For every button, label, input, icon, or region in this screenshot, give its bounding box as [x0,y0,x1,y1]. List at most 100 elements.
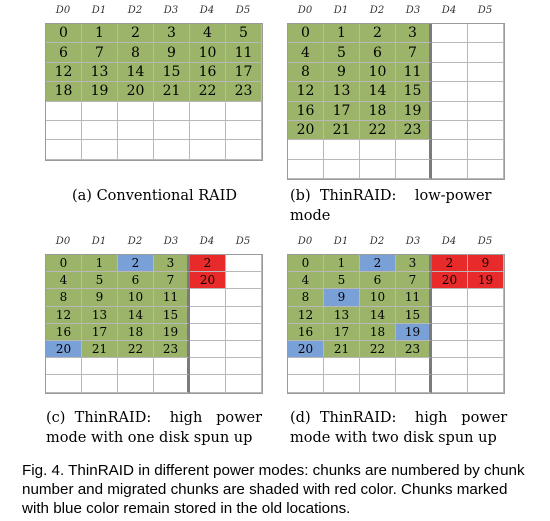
chunk-cell: 2 [118,255,154,273]
chunk-cell [396,140,432,160]
chunk-cell: 19 [82,82,118,102]
chunk-cell: 13 [82,62,118,83]
chunk-cell: 0 [288,255,324,273]
chunk-cell: 22 [360,120,396,141]
chunk-cell [324,375,360,393]
chunk-cell [432,340,468,359]
chunk-cell [190,323,226,341]
chunk-cell: 17 [226,62,262,83]
chunk-cell: 2 [190,255,226,273]
disk-label: D4 [441,236,457,247]
chunk-cell: 4 [190,24,226,44]
chunk-cell [360,159,396,180]
chunk-cell: 10 [190,43,226,63]
chunk-cell [324,358,360,376]
chunk-cell [396,375,432,393]
disk-label: D3 [163,5,179,16]
chunk-cell: 23 [396,340,432,359]
chunk-cell: 19 [396,323,432,341]
chunk-cell: 18 [360,101,396,121]
chunk-cell [468,140,504,160]
chunk-cell: 15 [396,82,432,102]
chunk-cell [432,43,468,63]
chunk-cell: 8 [288,289,324,307]
chunk-cell: 20 [190,272,226,290]
chunk-cell [468,340,504,359]
chunk-cell [118,120,154,141]
chunk-cell: 21 [82,340,118,359]
chunk-cell [432,159,468,180]
chunk-cell: 15 [154,62,190,83]
chunk-cell [154,375,190,393]
chunk-cell: 10 [360,62,396,83]
chunk-cell [288,159,324,180]
chunk-cell: 20 [46,340,82,359]
chunk-cell: 7 [396,272,432,290]
chunk-cell: 6 [46,43,82,63]
chunk-grid: 0 1 2 3 4 5 6 7 8 9 10 11 12 13 14 15 16 17 18 19 20 21 22 23 [287,23,505,181]
chunk-cell [118,375,154,393]
chunk-cell: 11 [154,289,190,307]
chunk-cell [432,358,468,376]
disk-label: D3 [163,236,179,247]
chunk-cell: 21 [154,82,190,102]
chunk-cell: 23 [396,120,432,141]
disk-label: D3 [405,236,421,247]
chunk-cell [468,306,504,324]
chunk-cell: 7 [82,43,118,63]
chunk-cell: 16 [288,101,324,121]
chunk-cell: 15 [154,306,190,324]
disk-label: D4 [199,236,215,247]
chunk-cell: 18 [46,82,82,102]
chunk-cell: 20 [288,120,324,141]
chunk-cell [226,120,262,141]
chunk-cell: 17 [82,323,118,341]
chunk-cell [468,101,504,121]
chunk-cell [396,159,432,180]
chunk-cell [226,358,262,376]
chunk-cell: 8 [118,43,154,63]
disk-label: D2 [369,5,385,16]
disk-label: D5 [235,5,251,16]
chunk-cell: 22 [360,340,396,359]
chunk-cell: 11 [396,62,432,83]
chunk-cell [432,375,468,393]
chunk-cell: 21 [324,340,360,359]
chunk-cell [432,24,468,44]
chunk-cell: 4 [46,272,82,290]
chunk-cell [288,358,324,376]
chunk-cell: 18 [118,323,154,341]
chunk-cell: 15 [396,306,432,324]
chunk-cell [154,358,190,376]
chunk-cell [226,306,262,324]
chunk-cell [82,358,118,376]
chunk-cell: 5 [226,24,262,44]
chunk-cell: 6 [118,272,154,290]
chunk-cell [468,43,504,63]
chunk-cell [118,140,154,160]
chunk-cell: 13 [324,82,360,102]
chunk-cell: 0 [46,255,82,273]
chunk-cell [468,120,504,141]
disk-label: D4 [441,5,457,16]
chunk-cell: 12 [288,306,324,324]
figure-caption: Fig. 4. ThinRAID in different power mode… [22,462,525,517]
chunk-cell [118,358,154,376]
chunk-cell: 5 [324,43,360,63]
chunk-cell [468,159,504,180]
disk-label: D0 [297,5,313,16]
chunk-cell: 0 [46,24,82,44]
chunk-cell: 11 [226,43,262,63]
chunk-cell: 12 [46,62,82,83]
chunk-cell: 2 [360,24,396,44]
disk-label: D5 [477,236,493,247]
chunk-cell: 20 [118,82,154,102]
chunk-cell: 12 [288,82,324,102]
chunk-cell [82,375,118,393]
chunk-cell [324,140,360,160]
chunk-cell: 10 [118,289,154,307]
chunk-cell: 9 [324,289,360,307]
chunk-cell [190,306,226,324]
chunk-cell: 0 [288,24,324,44]
chunk-cell [468,62,504,83]
